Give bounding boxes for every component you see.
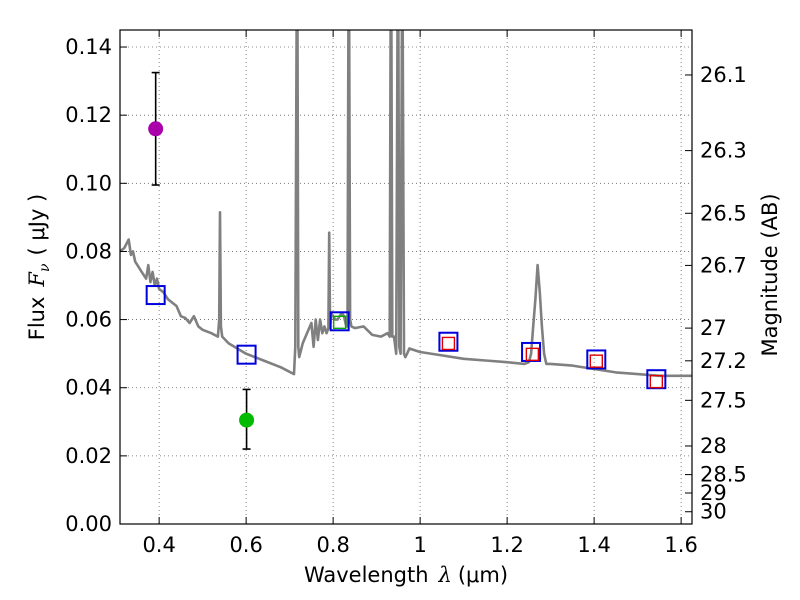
right-tick-label: 26.3 <box>700 139 747 163</box>
model-flux-square <box>145 285 166 306</box>
observed-flux-square <box>589 354 604 368</box>
y-tick-label: 0.14 <box>65 35 112 59</box>
right-tick-label: 26.5 <box>700 201 747 225</box>
y-tick-label: 0.08 <box>65 239 112 263</box>
series-layer <box>120 30 692 378</box>
plot-frame <box>119 29 693 525</box>
right-tick-label: 26.1 <box>700 63 747 87</box>
y-tick-label: 0.04 <box>65 376 112 400</box>
x-tick-label: 1.6 <box>664 533 697 557</box>
y-tick-label: 0.06 <box>65 308 112 332</box>
observed-flux-square <box>332 315 347 330</box>
x-tick-label: 0.6 <box>229 533 262 557</box>
observed-flux-square <box>649 374 664 389</box>
observed-flux-square <box>525 347 540 362</box>
right-tick-label: 27.2 <box>700 349 747 373</box>
y-tick-label: 0.00 <box>65 512 112 536</box>
x-tick-label: 1 <box>413 533 426 557</box>
observed-flux-square <box>441 336 456 351</box>
grid-lines <box>120 30 692 525</box>
model-flux-square <box>236 344 257 365</box>
right-axis-label: Magnitude (AB) <box>758 193 782 356</box>
marker-layer <box>145 71 667 450</box>
right-tick-label: 30 <box>700 500 727 524</box>
y-axis-label: FluxFν( μJy ) <box>25 194 53 340</box>
tick-layer: 0.4 0.6 0.8 1 1.2 1.4 1.6 0.00 0.02 0.04 0.06 0.08 0… <box>65 30 747 557</box>
x-tick-label: 0.4 <box>142 533 175 557</box>
right-tick-label: 28.5 <box>700 463 747 487</box>
right-tick-label: 27.5 <box>700 388 747 412</box>
x-tick-label: 1.4 <box>577 533 610 557</box>
model-flux-square <box>586 349 607 370</box>
x-axis-label: Wavelength λ (μm) <box>304 563 508 587</box>
right-tick-label: 28 <box>700 434 727 458</box>
x-tick-label: 1.2 <box>490 533 523 557</box>
right-tick-label: 26.7 <box>700 253 747 277</box>
model-flux-square <box>438 331 459 352</box>
y-tick-label: 0.12 <box>65 103 112 127</box>
x-tick-label: 0.8 <box>316 533 349 557</box>
photometry-point <box>239 412 255 428</box>
sed-model-line <box>120 30 692 378</box>
y-tick-label: 0.10 <box>65 171 112 195</box>
right-tick-label: 27 <box>700 316 727 340</box>
photometry-point <box>148 121 164 137</box>
y-tick-label: 0.02 <box>65 444 112 468</box>
model-flux-square <box>329 311 350 332</box>
right-tick-label: 29 <box>700 481 727 505</box>
